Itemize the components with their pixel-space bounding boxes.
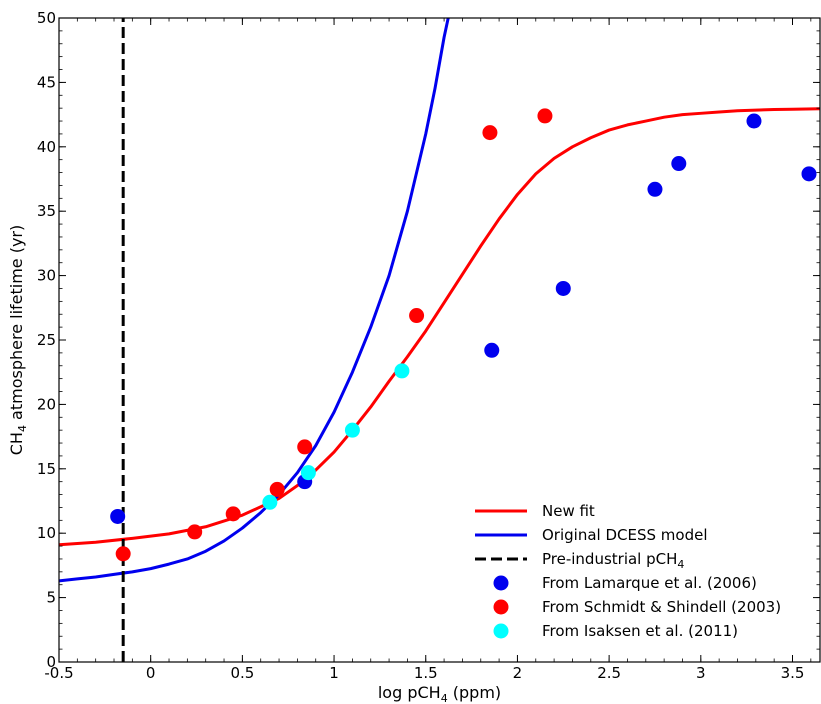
x-axis-label-sub: 4 — [441, 692, 448, 704]
x-tick-label-8: 3.5 — [781, 664, 805, 682]
y-tick-label-5: 25 — [37, 331, 56, 349]
point-from-lamarque-et-al-2006-3 — [555, 280, 571, 296]
point-from-schmidt-shindell-2003-3 — [269, 481, 285, 497]
y-tick-label-7: 35 — [37, 202, 56, 220]
legend-label-from-schmidt-shindell-2003: From Schmidt & Shindell (2003) — [542, 598, 781, 616]
legend-label-from-lamarque-et-al-2006: From Lamarque et al. (2006) — [542, 574, 757, 592]
legend-swatch-from-schmidt-shindell-2003 — [493, 599, 509, 615]
point-from-isaksen-et-al-2011-3 — [394, 363, 410, 379]
x-tick-label-1: 0 — [146, 664, 156, 682]
point-from-lamarque-et-al-2006-6 — [746, 113, 762, 129]
legend-label-new-fit: New fit — [542, 502, 595, 520]
legend-label-text: New fit — [542, 502, 595, 520]
point-from-lamarque-et-al-2006-0 — [110, 508, 126, 524]
legend-label-from-isaksen-et-al-2011: From Isaksen et al. (2011) — [542, 622, 738, 640]
legend-label-text: Pre-industrial pCH — [542, 550, 677, 568]
y-tick-label-10: 50 — [37, 9, 56, 27]
x-tick-label-2: 0.5 — [230, 664, 254, 682]
legend-swatch-from-isaksen-et-al-2011 — [493, 623, 509, 639]
x-axis-label-tail: (ppm) — [448, 683, 501, 702]
y-tick-label-1: 5 — [46, 589, 56, 607]
y-tick-label-8: 40 — [37, 138, 56, 156]
x-tick-label-4: 1.5 — [414, 664, 438, 682]
x-axis-label-main: log pCH — [378, 683, 441, 702]
x-tick-label-7: 3 — [696, 664, 706, 682]
y-axis-label-sub: 4 — [16, 425, 29, 432]
point-from-schmidt-shindell-2003-6 — [482, 125, 498, 141]
y-axis-label: CH4 atmosphere lifetime (yr) — [7, 225, 29, 456]
legend-label-sub: 4 — [677, 558, 684, 571]
plot-frame — [58, 17, 821, 663]
point-from-isaksen-et-al-2011-0 — [262, 494, 278, 510]
point-from-isaksen-et-al-2011-1 — [300, 465, 316, 481]
point-from-lamarque-et-al-2006-7 — [801, 166, 817, 182]
y-axis-label-main: CH — [7, 432, 26, 455]
point-from-schmidt-shindell-2003-2 — [225, 506, 241, 522]
point-from-schmidt-shindell-2003-4 — [297, 439, 313, 455]
point-from-isaksen-et-al-2011-2 — [344, 422, 360, 438]
point-from-schmidt-shindell-2003-0 — [115, 546, 131, 562]
legend-label-text: Original DCESS model — [542, 526, 707, 544]
curve-new-fit — [59, 107, 820, 547]
y-axis-label-tail: atmosphere lifetime (yr) — [7, 225, 26, 425]
y-tick-label-3: 15 — [37, 460, 56, 478]
legend-label-text: From Schmidt & Shindell (2003) — [542, 598, 781, 616]
y-tick-label-4: 20 — [37, 395, 56, 413]
point-from-lamarque-et-al-2006-2 — [484, 342, 500, 358]
y-tick-label-6: 30 — [37, 267, 56, 285]
curve-original-dcess-model — [59, 18, 450, 583]
point-from-lamarque-et-al-2006-5 — [671, 156, 687, 172]
points-layer — [110, 108, 817, 562]
legend-label-original-dcess-model: Original DCESS model — [542, 526, 707, 544]
x-axis-label: log pCH4 (ppm) — [378, 683, 501, 704]
point-from-schmidt-shindell-2003-7 — [537, 108, 553, 124]
legend: New fit Original DCESS model Pre-industria… — [475, 502, 781, 640]
y-tick-label-0: 0 — [46, 653, 56, 671]
y-tick-label-9: 45 — [37, 73, 56, 91]
x-tick-label-5: 2 — [513, 664, 523, 682]
x-tick-label-6: 2.5 — [597, 664, 621, 682]
legend-label-text: From Lamarque et al. (2006) — [542, 574, 757, 592]
legend-label-text: From Isaksen et al. (2011) — [542, 622, 738, 640]
x-tick-label-0: -0.5 — [44, 664, 73, 682]
legend-label-pre-industrial-pch: Pre-industrial pCH4 — [542, 550, 684, 571]
y-tick-label-2: 10 — [37, 524, 56, 542]
point-from-lamarque-et-al-2006-4 — [647, 181, 663, 197]
legend-swatch-from-lamarque-et-al-2006 — [493, 575, 509, 591]
point-from-schmidt-shindell-2003-5 — [409, 308, 425, 324]
point-from-schmidt-shindell-2003-1 — [187, 524, 203, 540]
curves-layer — [59, 18, 820, 662]
x-tick-label-3: 1 — [329, 664, 339, 682]
